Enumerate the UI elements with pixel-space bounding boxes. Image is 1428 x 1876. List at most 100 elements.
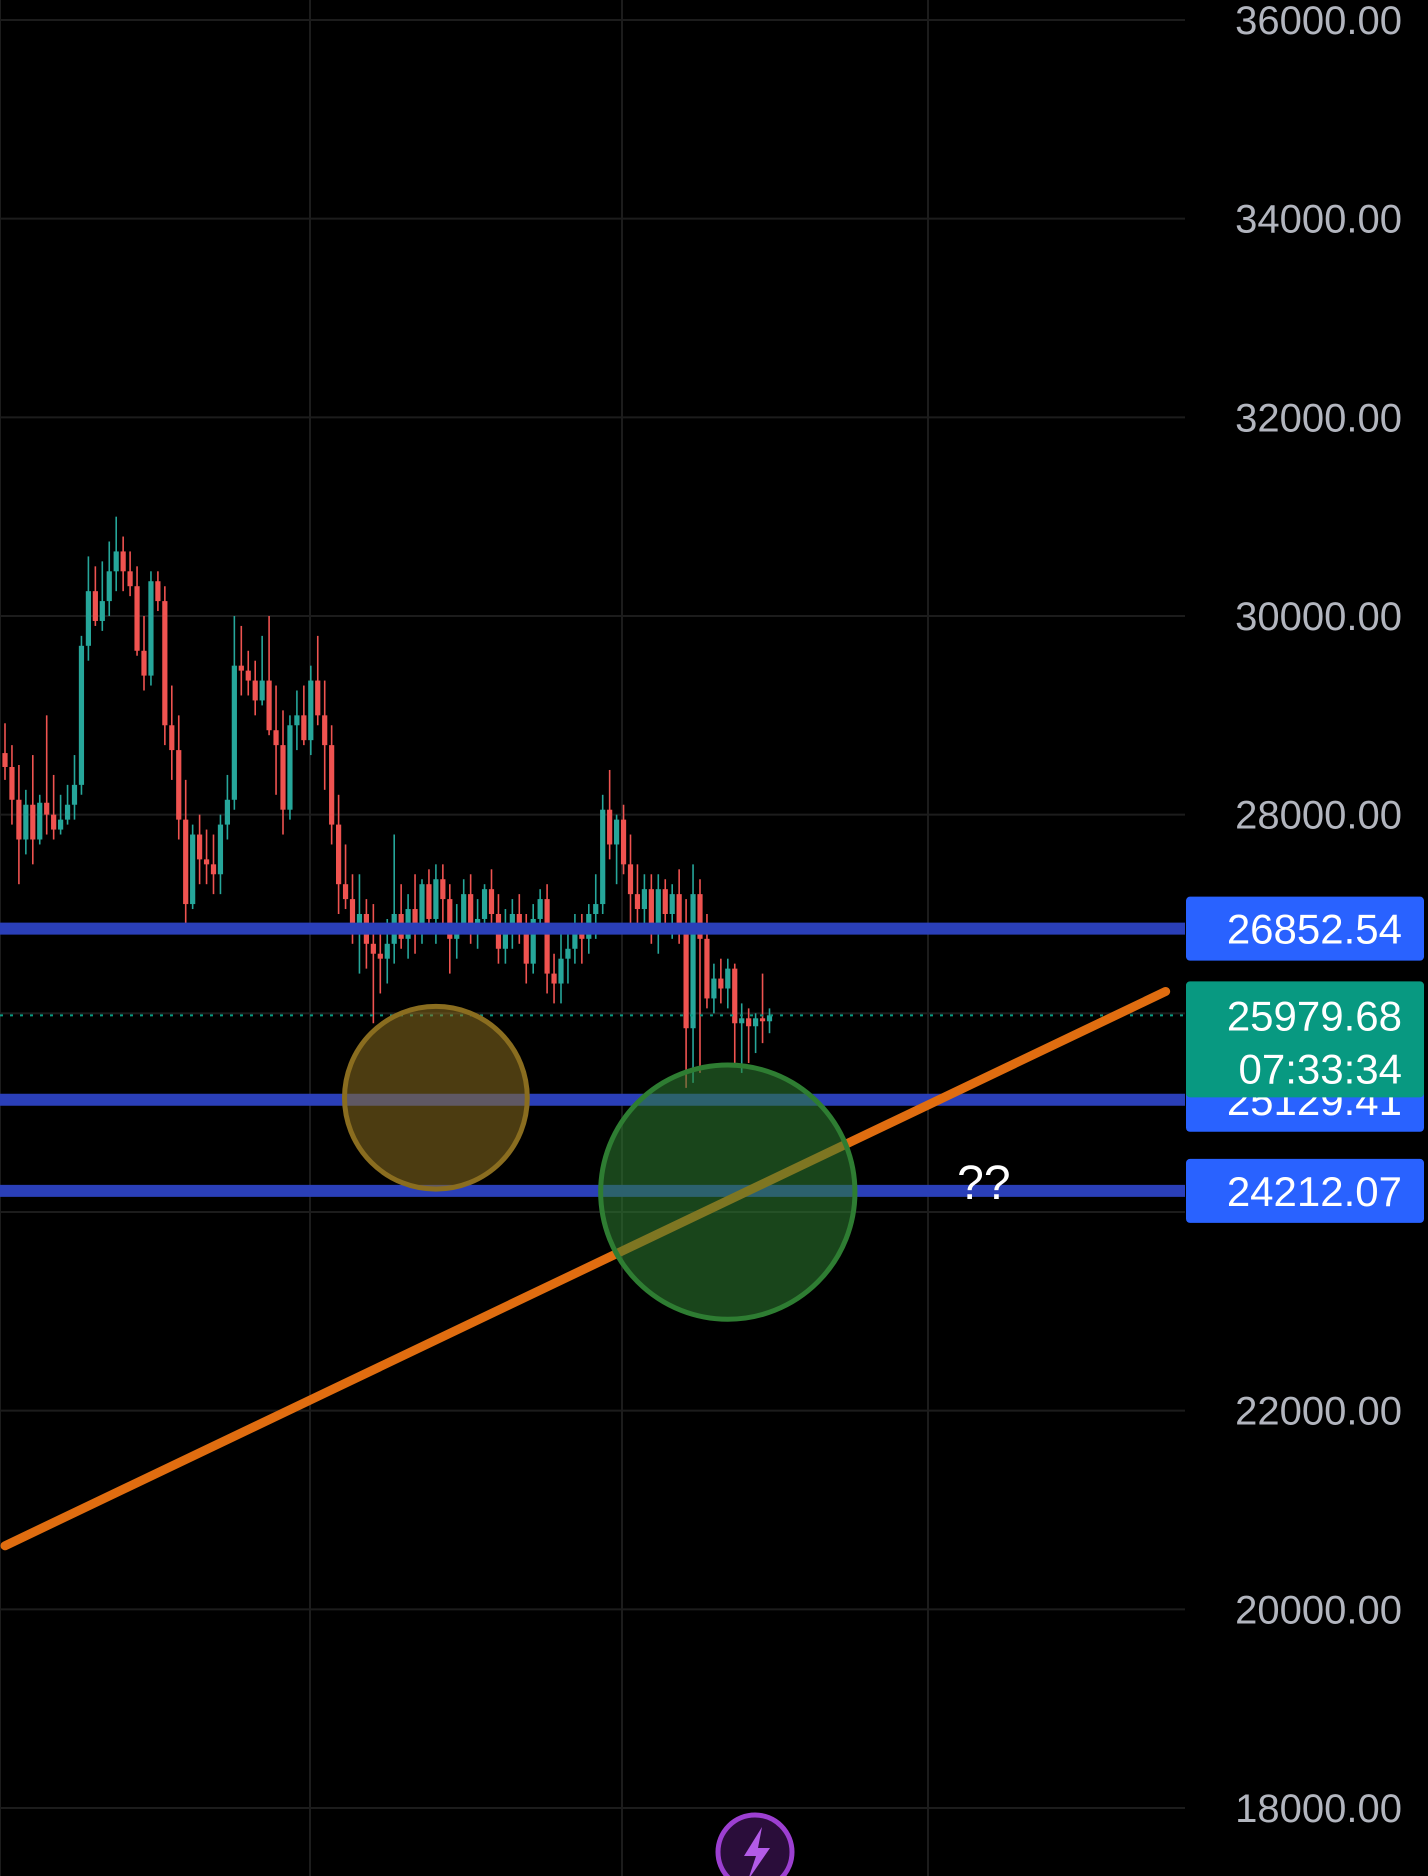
candle-up xyxy=(711,963,717,1014)
candle-up xyxy=(64,784,71,825)
candle-body xyxy=(440,879,446,900)
candle-body xyxy=(127,571,133,587)
candle-body xyxy=(530,918,536,964)
candle-body xyxy=(85,591,91,646)
candle-down xyxy=(342,844,349,910)
candle-down xyxy=(377,923,383,994)
candle-down xyxy=(51,774,57,840)
y-tick-label: 18000.00 xyxy=(1235,1787,1402,1831)
candle-up xyxy=(287,715,293,820)
candle-body xyxy=(614,819,620,845)
smaller-zone-circle[interactable] xyxy=(342,1003,530,1192)
candle-body xyxy=(92,591,98,621)
candle-body xyxy=(37,802,43,840)
candle-up xyxy=(78,635,85,795)
candle-body xyxy=(252,680,258,701)
candle-up xyxy=(23,789,29,855)
candle-body xyxy=(210,864,217,875)
candle-down xyxy=(2,723,8,780)
candle-body xyxy=(537,899,543,919)
candle-body xyxy=(190,834,196,905)
candle-body xyxy=(197,834,203,860)
candle-body xyxy=(655,889,661,929)
candle-body xyxy=(683,933,689,1029)
candle-body xyxy=(336,824,342,885)
candle-body xyxy=(488,889,495,914)
candle-body xyxy=(593,904,599,914)
candle-body xyxy=(370,943,376,954)
candle-body xyxy=(287,725,293,810)
target-zone-circle[interactable] xyxy=(598,1062,858,1322)
candle-body xyxy=(753,1018,759,1027)
candle-body xyxy=(329,745,335,825)
candle-down xyxy=(245,650,251,696)
candle-down xyxy=(92,566,98,626)
candle-body xyxy=(690,894,696,1029)
candle-up xyxy=(502,909,508,964)
candle-body xyxy=(607,809,613,845)
highlight-zones[interactable] xyxy=(342,1003,858,1322)
price-axis[interactable]: 36000.00 34000.00 32000.00 30000.00 28000.00… xyxy=(1235,0,1402,1831)
candle-down xyxy=(620,804,627,875)
candle-body xyxy=(44,802,50,815)
candle-up xyxy=(148,571,154,686)
candle-body xyxy=(565,948,571,959)
candle-body xyxy=(301,715,307,741)
candle-up xyxy=(308,665,314,756)
candle-body xyxy=(481,889,488,919)
candle-down xyxy=(718,958,724,1004)
candle-body xyxy=(2,753,8,767)
candle-down xyxy=(9,745,15,825)
candle-body xyxy=(120,551,126,572)
candle-body xyxy=(641,889,647,910)
annotation-text: ?? xyxy=(957,1157,1010,1210)
candle-body xyxy=(759,1018,766,1022)
candle-body xyxy=(113,551,119,572)
candle-up xyxy=(614,814,620,885)
candle-body xyxy=(634,894,641,910)
candle-down xyxy=(134,566,140,656)
candle-down xyxy=(440,864,446,929)
candle-body xyxy=(280,745,286,810)
y-tick-label: 22000.00 xyxy=(1235,1390,1402,1434)
candle-down xyxy=(662,879,668,924)
candle-up xyxy=(565,933,571,984)
candle-body xyxy=(99,601,105,621)
last-price-label: 25979.68 xyxy=(1227,992,1402,1039)
candle-up xyxy=(71,755,78,820)
candle-up xyxy=(99,561,105,631)
candle-up xyxy=(766,1008,773,1034)
candle-body xyxy=(356,914,363,929)
candle-body xyxy=(600,809,606,905)
candle-body xyxy=(377,953,383,959)
candle-down xyxy=(697,879,703,1073)
candle-body xyxy=(266,680,272,731)
candle-up xyxy=(294,690,300,751)
candle-body xyxy=(9,766,15,800)
candle-body xyxy=(704,938,710,999)
candle-up xyxy=(530,904,536,974)
candle-down xyxy=(627,834,634,924)
candle-body xyxy=(669,894,675,914)
candle-up xyxy=(572,914,578,964)
candle-body xyxy=(134,586,140,651)
candle-body xyxy=(648,889,654,929)
candle-down xyxy=(16,765,22,885)
candle-body xyxy=(558,958,564,984)
candle-body xyxy=(433,879,439,919)
candle-body xyxy=(245,670,251,681)
trendline[interactable] xyxy=(0,986,1171,1551)
candle-body xyxy=(23,804,29,840)
flash-icon[interactable] xyxy=(715,1812,795,1876)
candle-down xyxy=(336,794,342,914)
candle-down xyxy=(127,551,133,597)
candle-down xyxy=(746,1008,752,1063)
candle-body xyxy=(620,819,627,865)
candle-body xyxy=(627,864,634,895)
y-tick-label: 28000.00 xyxy=(1235,794,1402,838)
candle-down xyxy=(322,680,328,790)
candle-body xyxy=(544,899,550,974)
candle-up xyxy=(58,794,64,835)
